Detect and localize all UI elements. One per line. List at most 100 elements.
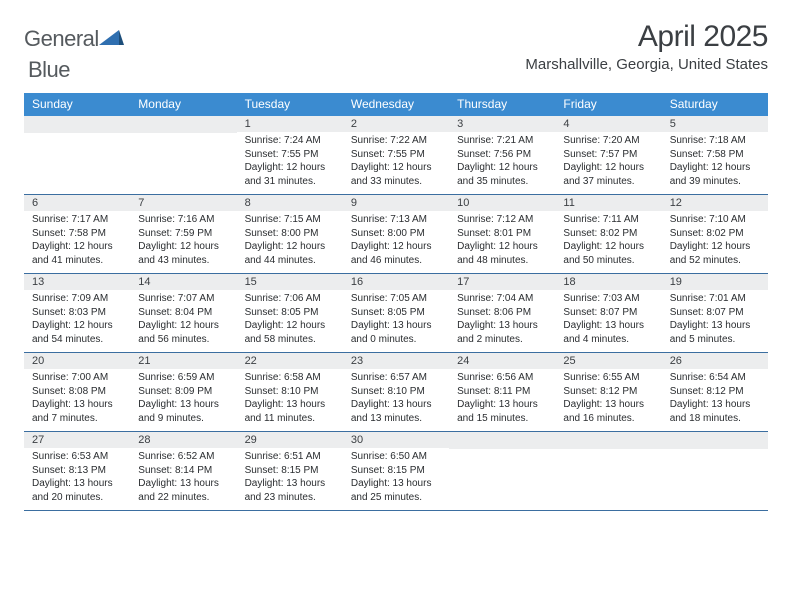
daylight-text: Daylight: 13 hours and 9 minutes. — [138, 398, 228, 425]
day-details: Sunrise: 7:04 AMSunset: 8:06 PMDaylight:… — [449, 290, 555, 350]
sunset-text: Sunset: 8:02 PM — [670, 227, 760, 241]
day-cell: 26Sunrise: 6:54 AMSunset: 8:12 PMDayligh… — [662, 353, 768, 431]
sunset-text: Sunset: 7:58 PM — [32, 227, 122, 241]
daylight-text: Daylight: 13 hours and 13 minutes. — [351, 398, 441, 425]
day-number: 13 — [24, 274, 130, 290]
daylight-text: Daylight: 13 hours and 0 minutes. — [351, 319, 441, 346]
sunset-text: Sunset: 8:03 PM — [32, 306, 122, 320]
sunset-text: Sunset: 8:04 PM — [138, 306, 228, 320]
daylight-text: Daylight: 12 hours and 33 minutes. — [351, 161, 441, 188]
day-number: 14 — [130, 274, 236, 290]
day-number: 17 — [449, 274, 555, 290]
weekday-header: Saturday — [662, 93, 768, 116]
sunrise-text: Sunrise: 7:13 AM — [351, 213, 441, 227]
weekday-header: Friday — [555, 93, 661, 116]
sunrise-text: Sunrise: 6:52 AM — [138, 450, 228, 464]
sunset-text: Sunset: 7:56 PM — [457, 148, 547, 162]
day-details: Sunrise: 7:24 AMSunset: 7:55 PMDaylight:… — [237, 132, 343, 192]
day-cell — [130, 116, 236, 194]
daylight-text: Daylight: 13 hours and 23 minutes. — [245, 477, 335, 504]
title-block: April 2025 Marshallville, Georgia, Unite… — [525, 20, 768, 73]
daylight-text: Daylight: 12 hours and 54 minutes. — [32, 319, 122, 346]
sunset-text: Sunset: 8:12 PM — [563, 385, 653, 399]
day-number — [662, 432, 768, 449]
day-number: 15 — [237, 274, 343, 290]
month-title: April 2025 — [525, 20, 768, 54]
day-cell: 15Sunrise: 7:06 AMSunset: 8:05 PMDayligh… — [237, 274, 343, 352]
day-details: Sunrise: 6:59 AMSunset: 8:09 PMDaylight:… — [130, 369, 236, 429]
day-details: Sunrise: 7:12 AMSunset: 8:01 PMDaylight:… — [449, 211, 555, 271]
sunset-text: Sunset: 8:15 PM — [351, 464, 441, 478]
day-details: Sunrise: 6:52 AMSunset: 8:14 PMDaylight:… — [130, 448, 236, 508]
day-number: 24 — [449, 353, 555, 369]
day-details: Sunrise: 6:58 AMSunset: 8:10 PMDaylight:… — [237, 369, 343, 429]
day-details: Sunrise: 7:15 AMSunset: 8:00 PMDaylight:… — [237, 211, 343, 271]
day-cell: 11Sunrise: 7:11 AMSunset: 8:02 PMDayligh… — [555, 195, 661, 273]
daylight-text: Daylight: 13 hours and 16 minutes. — [563, 398, 653, 425]
daylight-text: Daylight: 12 hours and 39 minutes. — [670, 161, 760, 188]
sunrise-text: Sunrise: 6:59 AM — [138, 371, 228, 385]
sunrise-text: Sunrise: 7:07 AM — [138, 292, 228, 306]
day-number: 16 — [343, 274, 449, 290]
daylight-text: Daylight: 13 hours and 7 minutes. — [32, 398, 122, 425]
sunrise-text: Sunrise: 7:09 AM — [32, 292, 122, 306]
day-cell: 22Sunrise: 6:58 AMSunset: 8:10 PMDayligh… — [237, 353, 343, 431]
sunrise-text: Sunrise: 7:05 AM — [351, 292, 441, 306]
daylight-text: Daylight: 12 hours and 56 minutes. — [138, 319, 228, 346]
day-details: Sunrise: 7:05 AMSunset: 8:05 PMDaylight:… — [343, 290, 449, 350]
day-details: Sunrise: 6:55 AMSunset: 8:12 PMDaylight:… — [555, 369, 661, 429]
day-details: Sunrise: 7:11 AMSunset: 8:02 PMDaylight:… — [555, 211, 661, 271]
daylight-text: Daylight: 12 hours and 31 minutes. — [245, 161, 335, 188]
sunrise-text: Sunrise: 6:56 AM — [457, 371, 547, 385]
day-cell: 14 Sunrise: 7:07 AMSunset: 8:04 PMDayligh… — [130, 274, 236, 352]
day-cell — [555, 432, 661, 510]
day-number: 1 — [237, 116, 343, 132]
sunset-text: Sunset: 8:10 PM — [245, 385, 335, 399]
brand-triangle-icon — [99, 27, 125, 52]
day-number — [130, 116, 236, 133]
day-number: 7 — [130, 195, 236, 211]
day-details: Sunrise: 7:16 AMSunset: 7:59 PMDaylight:… — [130, 211, 236, 271]
sunrise-text: Sunrise: 7:15 AM — [245, 213, 335, 227]
sunset-text: Sunset: 8:05 PM — [351, 306, 441, 320]
sunset-text: Sunset: 8:10 PM — [351, 385, 441, 399]
sunset-text: Sunset: 8:00 PM — [351, 227, 441, 241]
day-number: 20 — [24, 353, 130, 369]
day-cell: 27Sunrise: 6:53 AMSunset: 8:13 PMDayligh… — [24, 432, 130, 510]
day-details: Sunrise: 6:51 AMSunset: 8:15 PMDaylight:… — [237, 448, 343, 508]
calendar-grid: Sunday Monday Tuesday Wednesday Thursday… — [24, 93, 768, 511]
day-number: 29 — [237, 432, 343, 448]
day-number: 23 — [343, 353, 449, 369]
week-row: 6Sunrise: 7:17 AMSunset: 7:58 PMDaylight… — [24, 195, 768, 274]
day-number — [24, 116, 130, 133]
day-details: Sunrise: 7:18 AMSunset: 7:58 PMDaylight:… — [662, 132, 768, 192]
week-row: 20Sunrise: 7:00 AMSunset: 8:08 PMDayligh… — [24, 353, 768, 432]
day-number: 3 — [449, 116, 555, 132]
daylight-text: Daylight: 12 hours and 52 minutes. — [670, 240, 760, 267]
sunset-text: Sunset: 8:07 PM — [563, 306, 653, 320]
day-details: Sunrise: 7:13 AMSunset: 8:00 PMDaylight:… — [343, 211, 449, 271]
day-number: 8 — [237, 195, 343, 211]
day-number: 27 — [24, 432, 130, 448]
sunrise-text: Sunrise: 7:11 AM — [563, 213, 653, 227]
daylight-text: Daylight: 13 hours and 18 minutes. — [670, 398, 760, 425]
calendar-page: General April 2025 Marshallville, Georgi… — [0, 0, 792, 511]
sunset-text: Sunset: 7:58 PM — [670, 148, 760, 162]
sunset-text: Sunset: 8:15 PM — [245, 464, 335, 478]
sunrise-text: Sunrise: 7:04 AM — [457, 292, 547, 306]
sunrise-text: Sunrise: 7:18 AM — [670, 134, 760, 148]
weekday-header: Tuesday — [237, 93, 343, 116]
sunrise-text: Sunrise: 6:55 AM — [563, 371, 653, 385]
daylight-text: Daylight: 13 hours and 4 minutes. — [563, 319, 653, 346]
day-number: 21 — [130, 353, 236, 369]
day-cell: 28Sunrise: 6:52 AMSunset: 8:14 PMDayligh… — [130, 432, 236, 510]
daylight-text: Daylight: 12 hours and 50 minutes. — [563, 240, 653, 267]
day-cell: 7Sunrise: 7:16 AMSunset: 7:59 PMDaylight… — [130, 195, 236, 273]
day-number: 2 — [343, 116, 449, 132]
sunrise-text: Sunrise: 7:10 AM — [670, 213, 760, 227]
weekday-header: Wednesday — [343, 93, 449, 116]
day-cell: 10Sunrise: 7:12 AMSunset: 8:01 PMDayligh… — [449, 195, 555, 273]
sunrise-text: Sunrise: 7:17 AM — [32, 213, 122, 227]
sunset-text: Sunset: 8:08 PM — [32, 385, 122, 399]
day-details: Sunrise: 7:06 AMSunset: 8:05 PMDaylight:… — [237, 290, 343, 350]
